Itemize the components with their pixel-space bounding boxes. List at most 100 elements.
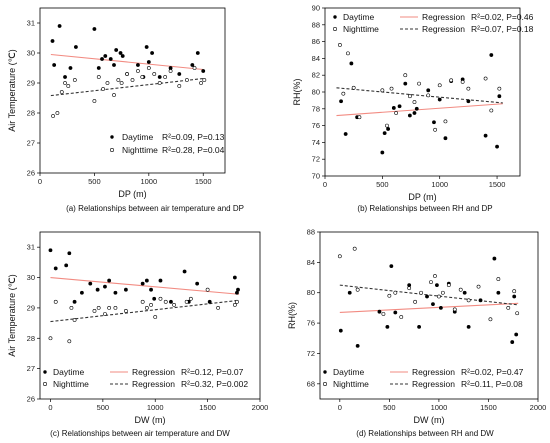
legend-marker-daytime [333,15,337,19]
data-point-daytime [50,39,55,43]
y-tick-label: 29 [27,79,35,88]
data-point-nighttime [417,81,421,86]
data-point-daytime [150,51,154,55]
data-point-nighttime [55,111,60,115]
legend: Daytime Regression R²=0.12, P=0.07 Nighttim… [42,367,248,389]
data-point-daytime [397,104,402,109]
y-tick-label: 27 [27,139,35,148]
data-point-nighttime [96,75,101,79]
x-tick-label: 1500 [489,180,506,189]
data-point-daytime [108,57,113,61]
x-tick-label: 1000 [431,180,448,189]
data-point-daytime [412,111,417,115]
data-point-nighttime [140,75,145,79]
data-point-nighttime [506,306,511,310]
data-point-daytime [124,287,128,292]
y-tick-label: 29 [27,303,35,312]
chart-panel-a: 0 500 1000 1500 26 27 28 29 30 31 DP (m) Air Temper… [7,7,244,213]
regression-line-nighttime [50,77,204,97]
data-point-nighttime [158,296,163,301]
y-tick-label: 31 [27,19,35,28]
regression-line-nighttime [50,299,240,323]
data-point-daytime [349,61,354,66]
regression-line-daytime [50,53,204,71]
data-point-daytime [190,63,195,67]
data-point-nighttime [449,78,454,83]
data-point-nighttime [399,315,404,319]
data-point-daytime [95,287,100,292]
data-point-nighttime [466,298,471,303]
x-tick-label: 1000 [147,403,164,412]
data-point-nighttime [172,302,176,307]
legend-label-daytime: Daytime [343,12,374,22]
legend-marker-daytime [43,370,47,374]
data-point-nighttime [235,299,239,304]
data-point-nighttime [157,81,162,85]
x-axis-label: DP (m) [118,189,146,199]
data-point-daytime [232,275,237,280]
y-tick-label: 72 [312,155,320,164]
data-point-nighttime [346,51,350,56]
legend-marker-nighttime [42,381,47,386]
data-point-daytime [57,24,62,28]
x-tick-label: 1000 [140,177,157,186]
data-point-daytime [112,63,116,67]
y-axis-label: Air Temperature (℃) [7,274,17,356]
y-tick-label: 26 [27,169,35,178]
legend-label-nighttime: Nighttime [53,379,89,389]
data-point-nighttime [452,307,457,312]
legend: Daytime R²=0.09, P=0.13 Nighttime R²=0.28, … [110,132,225,155]
data-point-daytime [338,328,343,333]
data-point-nighttime [63,81,67,85]
legend-marker-daytime [323,370,327,374]
data-point-daytime [414,106,419,111]
data-point-nighttime [112,93,116,97]
data-point-nighttime [177,84,182,88]
data-point-nighttime [443,119,448,124]
y-tick-label: 90 [312,4,320,13]
panel-caption: (a) Relationships between air temperatur… [66,204,244,213]
legend-reg-label-daytime: Regression [412,367,455,377]
data-point-daytime [182,269,187,274]
legend-stat-daytime: R²=0.12, P=0.07 [181,367,244,377]
data-point-nighttime [355,287,360,292]
data-point-daytime [136,63,140,67]
data-point-nighttime [168,69,173,73]
y-tick-label: 86 [312,37,320,46]
data-point-daytime [52,63,57,67]
data-point-nighttime [113,306,118,310]
legend-label-daytime: Daytime [122,132,153,142]
data-point-daytime [48,248,53,253]
data-point-daytime [74,45,78,49]
data-point-daytime [169,299,173,304]
data-point-nighttime [433,274,437,278]
data-point-daytime [158,278,163,283]
x-tick-label: 1500 [195,177,212,186]
legend-stat-daytime: R²=0.09, P=0.13 [162,132,225,142]
data-point-daytime [146,60,151,64]
data-point-nighttime [488,317,493,322]
data-point-nighttime [515,311,520,316]
regression-line-nighttime [336,87,503,104]
data-point-nighttime [144,306,149,310]
data-point-daytime [492,256,497,261]
data-point-daytime [67,251,72,256]
data-point-daytime [512,294,517,299]
data-point-daytime [96,66,101,70]
data-point-nighttime [337,254,342,259]
data-point-nighttime [192,66,197,70]
chart-panel-d: 0 500 1000 1500 2000 68 72 76 80 84 88 DW (m) RH(%) D… [287,228,546,439]
data-point-daytime [483,133,488,138]
y-tick-label: 72 [307,349,315,358]
data-point-daytime [393,310,398,315]
data-point-daytime [201,69,206,73]
y-tick-label: 80 [312,88,320,97]
data-point-nighttime [66,84,71,88]
data-point-nighttime [103,312,107,316]
regression-line-daytime [339,302,519,314]
data-point-nighttime [140,299,145,304]
data-point-nighttime [69,306,74,310]
plot-frame [319,231,539,400]
data-point-nighttime [393,290,398,295]
y-tick-label: 84 [312,54,320,63]
